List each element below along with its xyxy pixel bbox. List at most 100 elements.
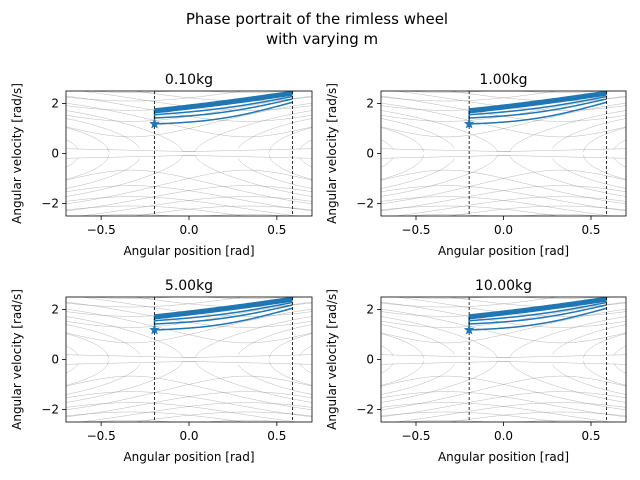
background-contour	[381, 324, 455, 355]
y-tick-label: −2	[356, 403, 374, 417]
background-contour	[516, 420, 606, 422]
subplot-1: −0.5 0.0 0.5 −2 0 2 0.10kg Angular position [ra…	[10, 72, 313, 258]
background-contour	[613, 363, 626, 374]
trajectory-line	[154, 301, 293, 322]
start-marker	[463, 118, 475, 129]
background-contour	[582, 154, 626, 180]
background-contour	[381, 333, 425, 359]
background-contour	[66, 345, 79, 356]
trajectory-line	[154, 95, 293, 116]
background-contour	[552, 324, 626, 355]
background-contour	[381, 375, 626, 410]
background-contour	[613, 345, 626, 356]
start-marker	[463, 324, 475, 335]
x-tick-label: 0.0	[179, 429, 198, 443]
y-tick-label: 0	[366, 147, 374, 161]
background-contour	[86, 214, 176, 216]
background-contour	[66, 185, 312, 212]
background-contour	[516, 297, 606, 299]
background-contour	[381, 402, 613, 422]
background-contour	[66, 309, 312, 344]
background-contour	[381, 309, 626, 344]
background-contour	[613, 157, 626, 168]
background-contour	[381, 360, 425, 386]
background-contour	[381, 127, 425, 153]
background-contour	[381, 361, 626, 403]
background-contour	[66, 360, 110, 386]
trajectory-line	[154, 297, 293, 317]
x-tick-label: −0.5	[87, 429, 116, 443]
trajectory-line	[154, 98, 293, 119]
background-contour	[66, 127, 110, 153]
background-contour	[202, 297, 292, 299]
background-contour	[66, 139, 79, 150]
y-tick-label: 0	[51, 147, 59, 161]
y-axis-label: Angular velocity [rad/s]	[10, 83, 24, 224]
background-contour	[381, 345, 394, 356]
x-axis-label: Angular position [rad]	[438, 244, 569, 258]
panels: −0.5 0.0 0.5 −2 0 2 0.10kg Angular position [ra…	[10, 72, 627, 464]
y-tick-label: −2	[356, 197, 374, 211]
x-axis-label: Angular position [rad]	[123, 244, 254, 258]
x-tick-label: 0.5	[267, 223, 286, 237]
plot-area	[66, 297, 312, 422]
trajectory-line	[469, 98, 607, 119]
y-axis-label: Angular velocity [rad/s]	[10, 289, 24, 430]
trajectory-line	[469, 304, 607, 325]
background-contour	[401, 297, 491, 299]
y-tick-label: 2	[51, 303, 59, 317]
trajectory-line	[469, 307, 607, 331]
figure-title-line1: Phase portrait of the rimless wheel	[186, 10, 448, 28]
background-contour	[66, 361, 312, 403]
background-contour	[552, 158, 626, 189]
trajectory-line	[469, 101, 607, 125]
background-contour	[66, 103, 312, 138]
background-contour	[66, 185, 312, 212]
background-contour	[381, 391, 626, 418]
y-tick-label: 0	[51, 353, 59, 367]
start-marker	[149, 118, 160, 129]
background-contour	[66, 155, 312, 197]
background-contour	[582, 127, 626, 153]
background-contour	[381, 364, 455, 395]
background-contour	[381, 205, 560, 216]
background-contour	[516, 214, 606, 216]
background-contour	[66, 110, 312, 152]
background-contour	[381, 139, 394, 150]
subplot-4: −0.5 0.0 0.5 −2 0 2 10.00kg Angular position [r…	[325, 278, 627, 464]
x-axis-label: Angular position [rad]	[438, 450, 569, 464]
background-contour	[86, 91, 176, 93]
background-contour	[79, 402, 312, 422]
background-contour	[381, 391, 626, 418]
trajectory-line	[154, 304, 293, 325]
trajectory-line	[154, 307, 293, 331]
background-contour	[552, 364, 626, 395]
background-contour	[381, 316, 626, 358]
subplot-title: 5.00kg	[165, 278, 213, 294]
background-contour	[381, 363, 394, 374]
x-tick-label: 0.0	[494, 429, 513, 443]
y-tick-label: −2	[41, 403, 59, 417]
background-contour	[66, 91, 245, 102]
y-axis-label: Angular velocity [rad/s]	[325, 289, 339, 430]
background-contour	[401, 420, 491, 422]
background-contour	[66, 316, 312, 358]
background-contour	[381, 158, 455, 189]
background-contour	[381, 316, 626, 358]
y-tick-label: 2	[366, 97, 374, 111]
plot-area	[66, 91, 312, 216]
background-contour	[66, 154, 110, 180]
background-contour	[66, 333, 110, 359]
background-contour	[238, 324, 312, 355]
background-contour	[238, 118, 312, 149]
y-tick-label: 0	[366, 353, 374, 367]
background-contour	[613, 139, 626, 150]
background-contour	[202, 91, 292, 93]
background-contour	[66, 297, 245, 308]
trajectory-line	[154, 91, 293, 111]
background-contour	[66, 110, 312, 152]
background-contour	[66, 205, 245, 216]
background-contour	[582, 360, 626, 386]
background-contour	[299, 363, 312, 374]
axes-frame	[380, 296, 627, 423]
